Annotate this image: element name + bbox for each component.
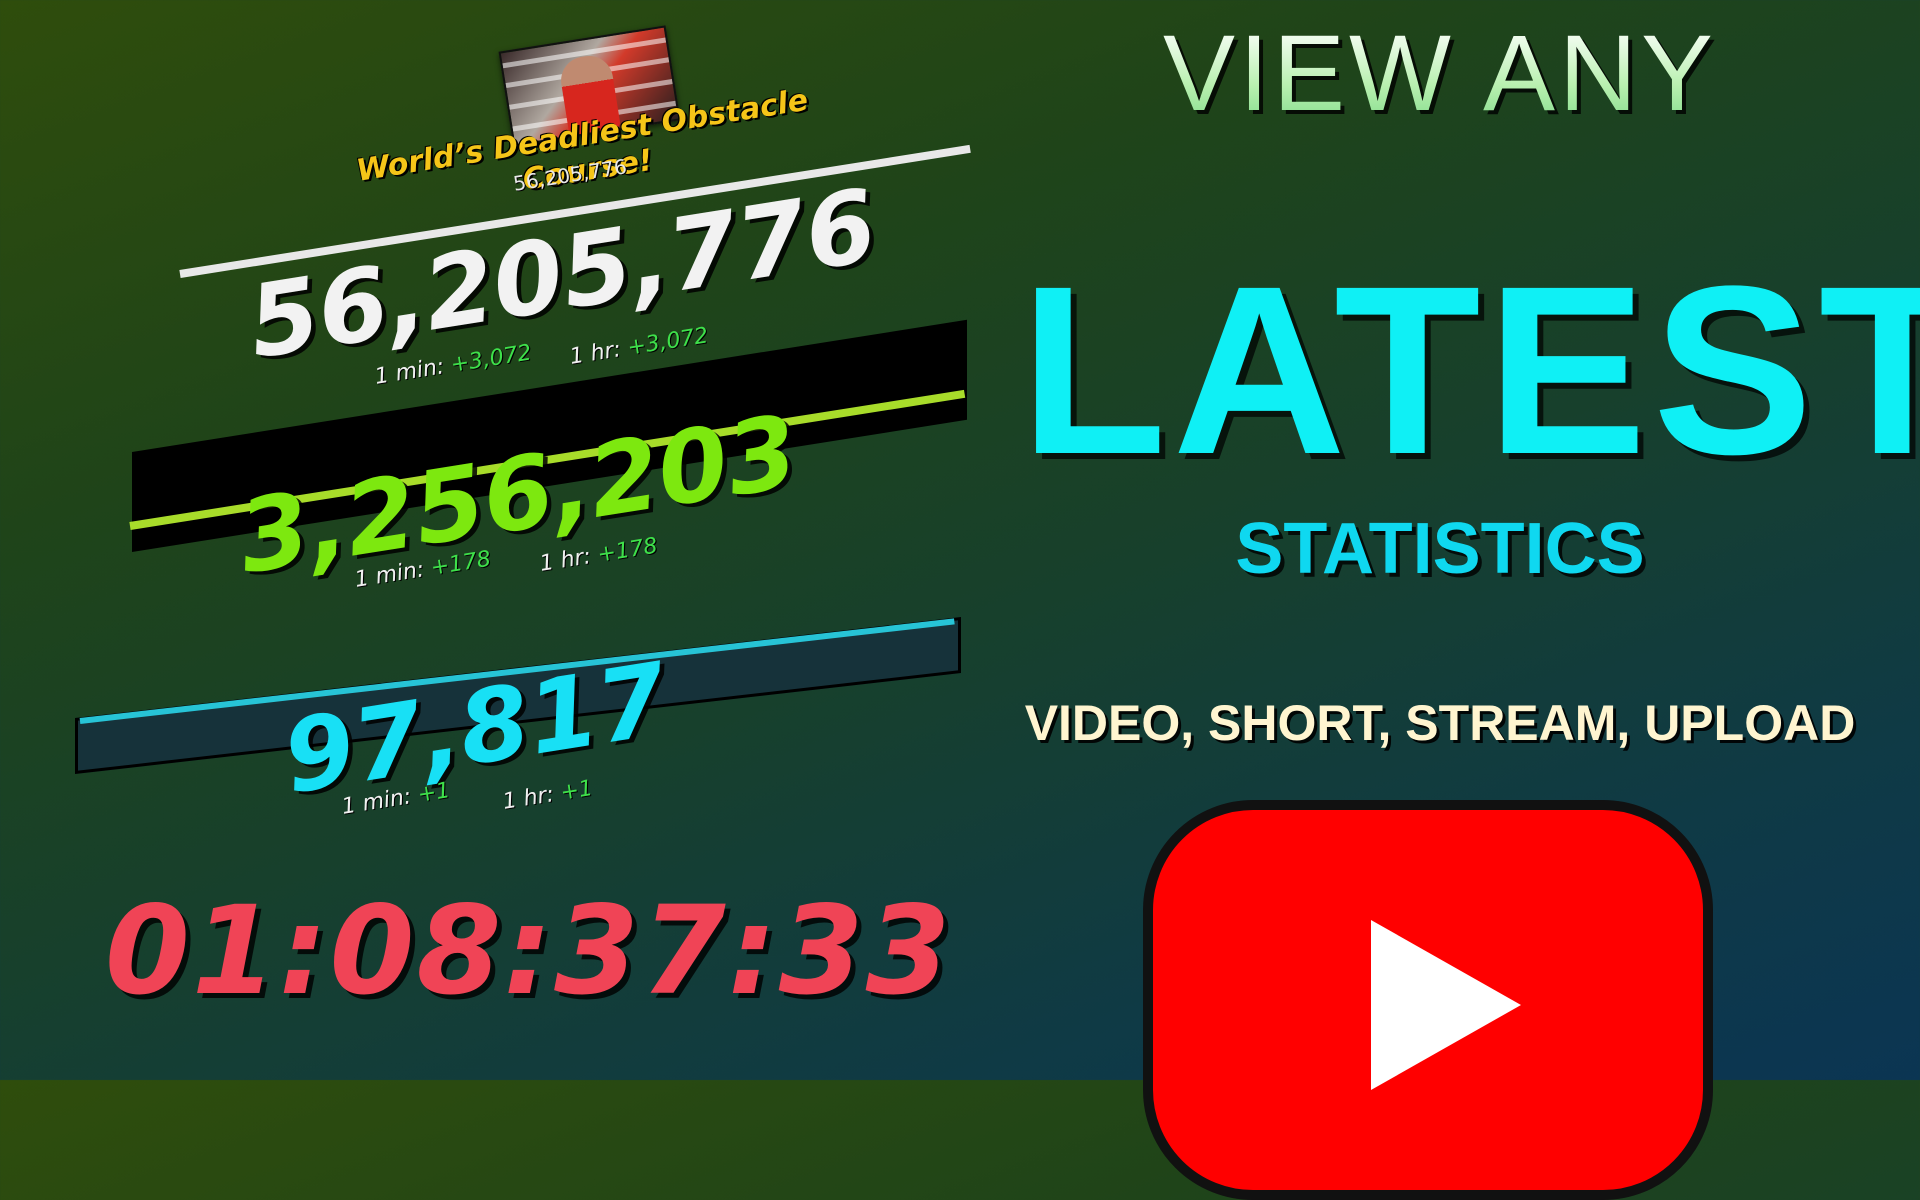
headline-latest: LATEST xyxy=(1020,236,1920,504)
content-types: VIDEO, SHORT, STREAM, UPLOAD xyxy=(1024,695,1856,751)
comments-delta-hr: 1 hr: +1 xyxy=(501,775,595,815)
stats-panel: World’s Deadliest Obstacle Course! 56,20… xyxy=(0,0,1000,1080)
youtube-play-icon[interactable] xyxy=(1143,800,1713,1200)
headline-view-any: VIEW ANY xyxy=(1080,10,1800,135)
headline-statistics: STATISTICS xyxy=(1235,509,1645,589)
comments-counter: 97,817 xyxy=(275,640,676,817)
countdown-timer: 01:08:37:33 xyxy=(105,880,953,1022)
play-triangle-icon xyxy=(1371,920,1521,1090)
